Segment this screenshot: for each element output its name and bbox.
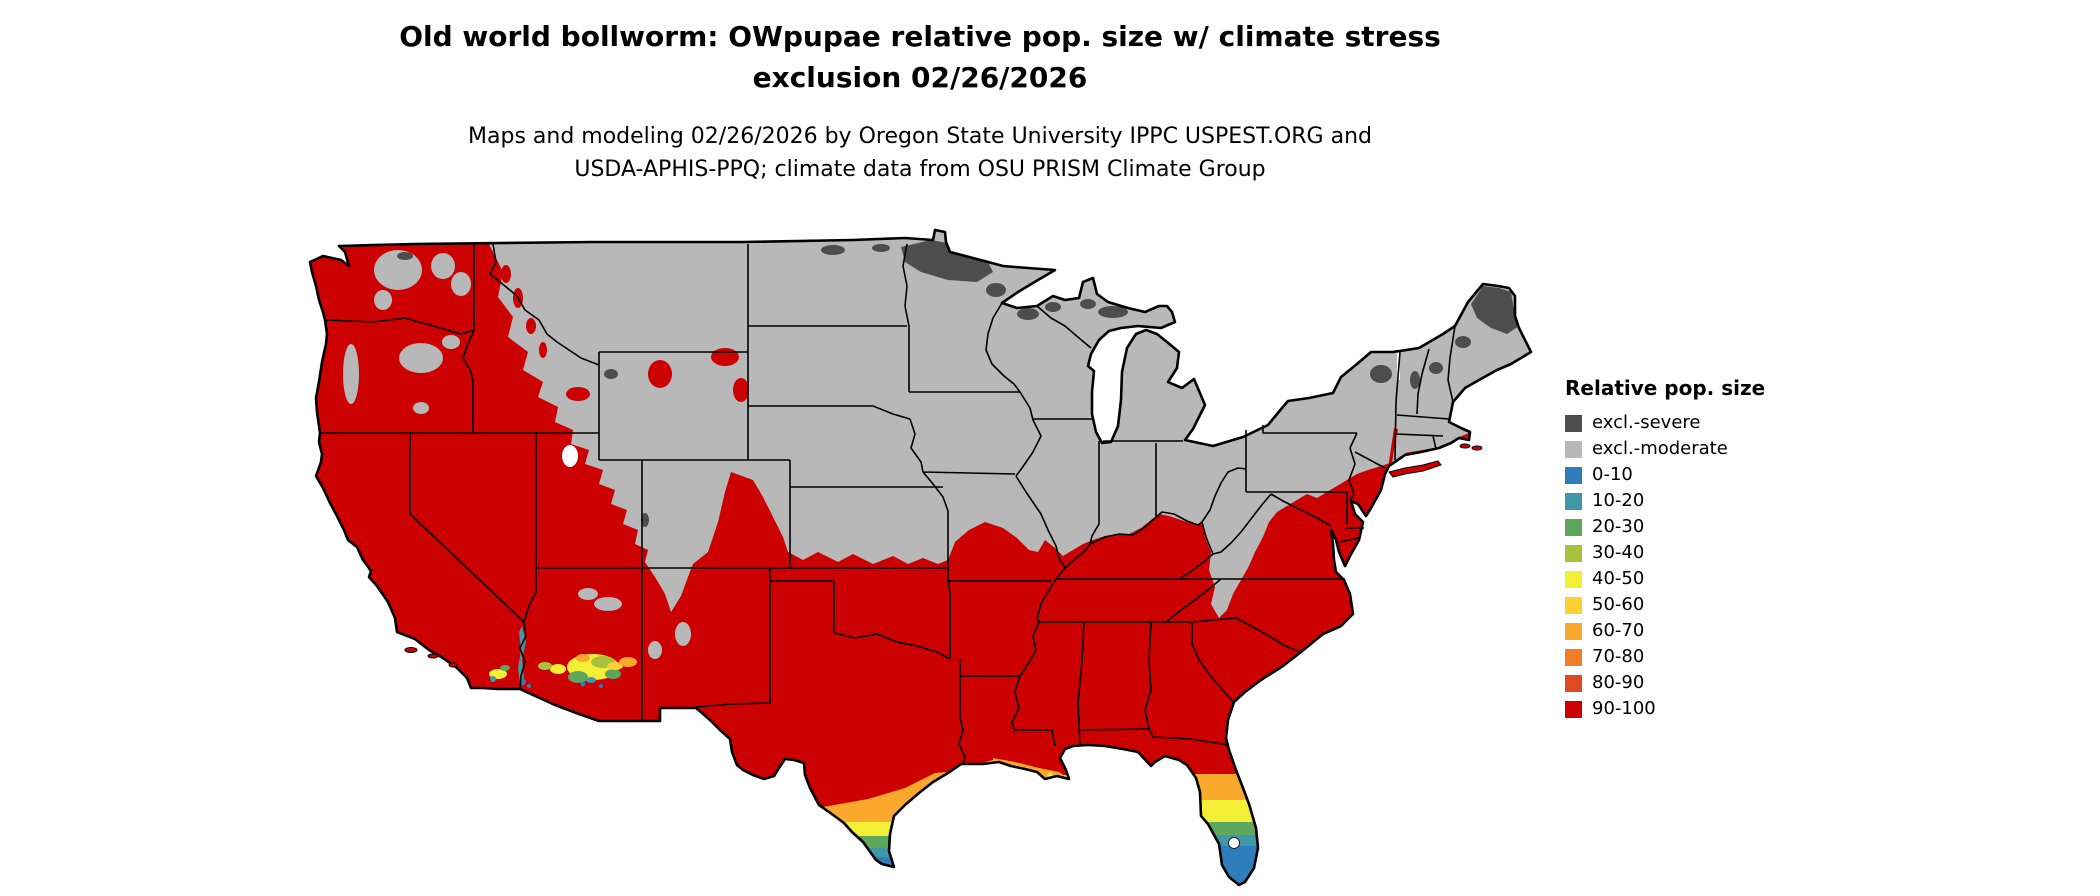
subtitle-line-2: USDA-APHIS-PPQ; climate data from OSU PR… — [574, 157, 1266, 182]
legend-swatch-10-20 — [1565, 492, 1582, 510]
legend-label: 60-70 — [1592, 620, 1645, 641]
legend-label: 40-50 — [1592, 568, 1645, 589]
title-line-1: Old world bollworm: OWpupae relative pop… — [399, 20, 1441, 53]
legend-label: 0-10 — [1592, 464, 1633, 485]
legend-entry: excl.-moderate — [1565, 436, 1865, 462]
page-subtitle: Maps and modeling 02/26/2026 by Oregon S… — [0, 120, 1840, 186]
map-fill-layers — [310, 230, 1531, 885]
legend-entry: 70-80 — [1565, 644, 1865, 670]
page-title: Old world bollworm: OWpupae relative pop… — [0, 16, 1840, 98]
legend-entry: 0-10 — [1565, 462, 1865, 488]
legend-entry: 30-40 — [1565, 540, 1865, 566]
us-map-svg — [308, 228, 1533, 887]
legend-label: 90-100 — [1592, 698, 1656, 719]
legend-entry: 20-30 — [1565, 514, 1865, 540]
legend-label: 50-60 — [1592, 594, 1645, 615]
legend-entry: 40-50 — [1565, 566, 1865, 592]
legend-entry: 90-100 — [1565, 696, 1865, 722]
state-borders — [320, 243, 1456, 764]
legend-label: 30-40 — [1592, 542, 1645, 563]
title-line-2: exclusion 02/26/2026 — [752, 61, 1088, 94]
legend-swatch-80-90 — [1565, 674, 1582, 692]
legend-swatch-40-50 — [1565, 570, 1582, 588]
legend-swatch-30-40 — [1565, 544, 1582, 562]
legend-entry: excl.-severe — [1565, 410, 1865, 436]
region-florida-gradient — [1177, 774, 1272, 885]
region-red-basin-patches — [501, 265, 749, 402]
legend-entry: 80-90 — [1565, 670, 1865, 696]
legend-label: excl.-severe — [1592, 412, 1701, 433]
legend-entry: 50-60 — [1565, 592, 1865, 618]
map-legend: Relative pop. size excl.-severe excl.-mo… — [1565, 376, 1865, 722]
region-gray-mountain-patches — [343, 250, 691, 659]
long-island — [1388, 460, 1442, 478]
legend-title: Relative pop. size — [1565, 376, 1766, 400]
us-outline — [308, 228, 1533, 887]
legend-swatch-70-80 — [1565, 648, 1582, 666]
great-salt-lake — [562, 445, 578, 467]
legend-label: 20-30 — [1592, 516, 1645, 537]
legend-label: 10-20 — [1592, 490, 1645, 511]
legend-label: 70-80 — [1592, 646, 1645, 667]
nantucket-island — [1471, 445, 1483, 451]
legend-swatch-0-10 — [1565, 466, 1582, 484]
offshore-islands — [404, 443, 1483, 668]
legend-swatch-50-60 — [1565, 596, 1582, 614]
legend-label: 80-90 — [1592, 672, 1645, 693]
legend-swatch-60-70 — [1565, 622, 1582, 640]
legend-swatch-excl-severe — [1565, 414, 1582, 432]
legend-swatch-20-30 — [1565, 518, 1582, 536]
legend-swatch-excl-moderate — [1565, 440, 1582, 458]
legend-entry: 60-70 — [1565, 618, 1865, 644]
subtitle-line-1: Maps and modeling 02/26/2026 by Oregon S… — [468, 124, 1372, 149]
us-map — [293, 222, 1533, 892]
legend-swatch-90-100 — [1565, 700, 1582, 718]
channel-island — [448, 662, 458, 668]
legend-label: excl.-moderate — [1592, 438, 1728, 459]
legend-entry: 10-20 — [1565, 488, 1865, 514]
channel-island — [427, 653, 439, 659]
channel-island — [404, 647, 418, 653]
lake-okeechobee — [1228, 837, 1240, 849]
marthas-vineyard-island — [1459, 443, 1471, 449]
